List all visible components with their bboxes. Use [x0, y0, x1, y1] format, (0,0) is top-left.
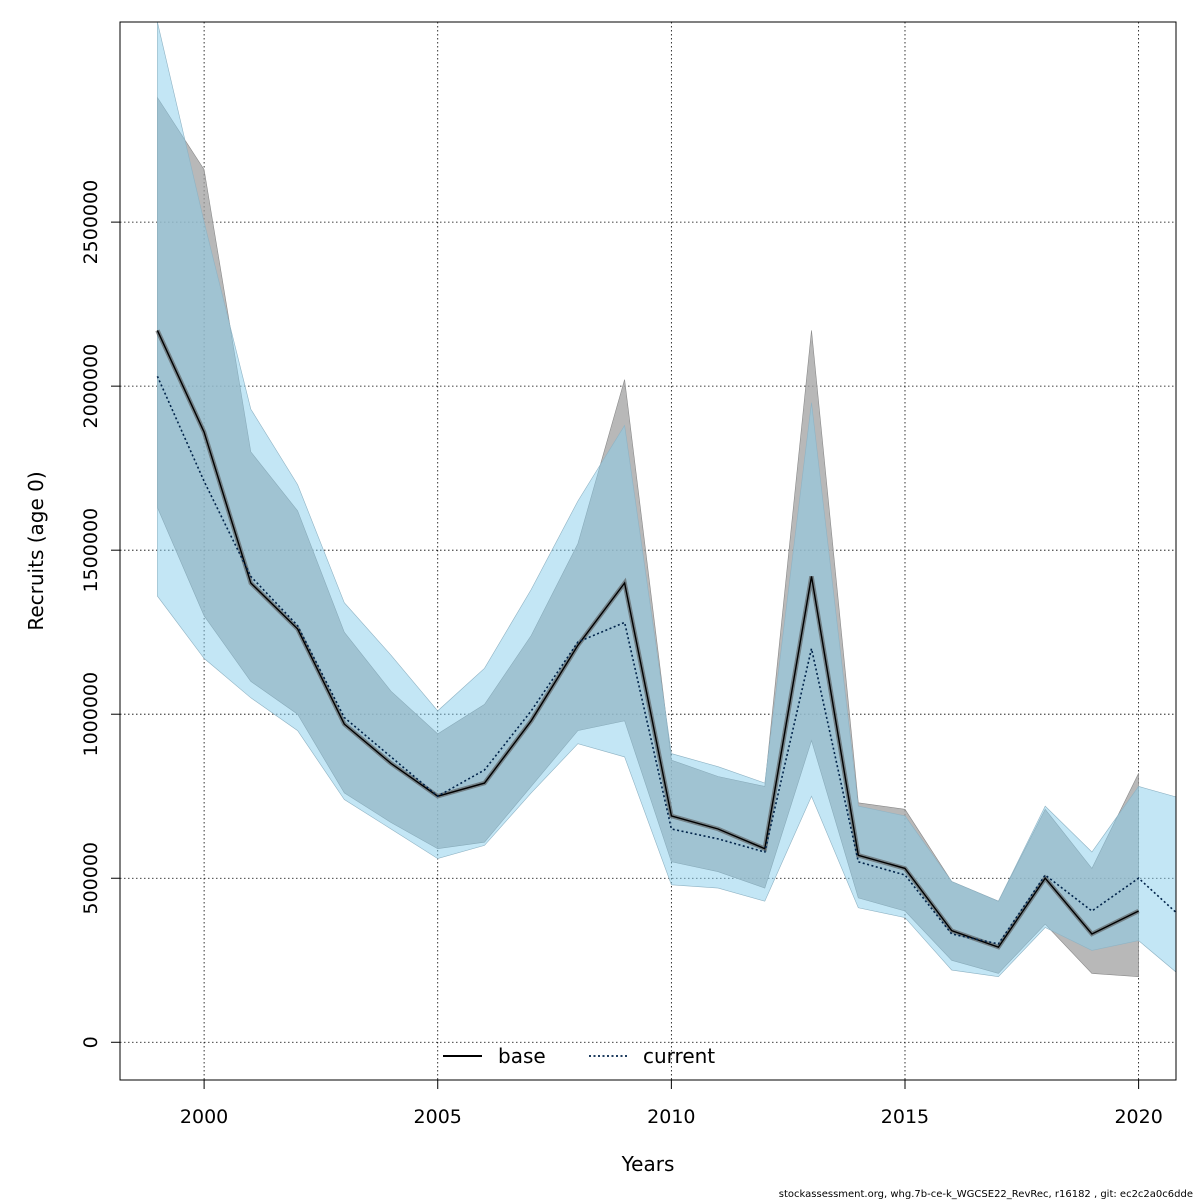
- series-lines: [155, 329, 1176, 950]
- band-current: [157, 22, 1176, 978]
- y-tick-label: 1500000: [80, 508, 102, 593]
- x-axis: 2000 2005 2010 2015 2020: [180, 1080, 1163, 1128]
- y-tick-label: 500000: [80, 842, 102, 915]
- plot-frame: [119, 21, 1177, 1081]
- y-axis-title: Recruits (age 0): [24, 471, 48, 630]
- y-tick-label: 2500000: [80, 180, 102, 265]
- y-tick-label: 0: [80, 1036, 102, 1048]
- x-axis-title: Years: [621, 1152, 675, 1176]
- y-tick-label: 2000000: [80, 344, 102, 429]
- line-base: [156, 330, 1139, 948]
- x-tick-label: 2010: [647, 1106, 695, 1128]
- y-axis: 0 500000 1000000 1500000 2000000 2500000: [80, 180, 120, 1048]
- legend-label-current: current: [643, 1044, 715, 1068]
- x-tick-label: 2005: [414, 1106, 462, 1128]
- x-tick-label: 2020: [1114, 1106, 1162, 1128]
- line-current: [156, 375, 1176, 945]
- x-tick-label: 2015: [881, 1106, 929, 1128]
- confidence-bands: [157, 22, 1176, 978]
- legend-label-base: base: [498, 1044, 546, 1068]
- legend: base current: [443, 1044, 715, 1068]
- footer-credit: stockassessment.org, whg.7b-ce-k_WGCSE22…: [779, 1189, 1193, 1200]
- y-tick-label: 1000000: [80, 672, 102, 757]
- x-tick-label: 2000: [180, 1106, 228, 1128]
